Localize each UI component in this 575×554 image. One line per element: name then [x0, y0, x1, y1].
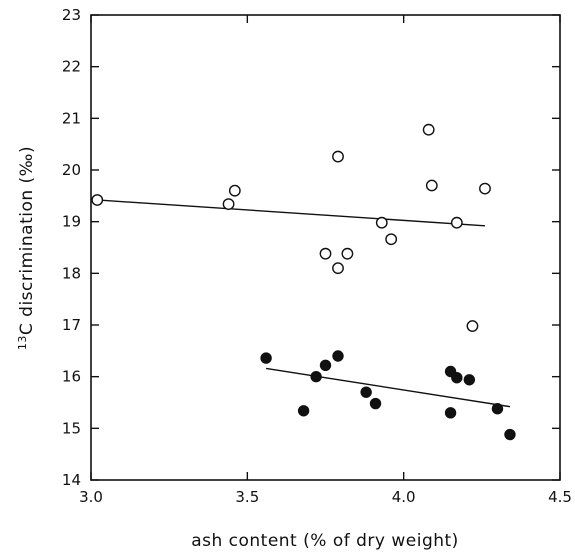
open-data-point — [319, 247, 332, 260]
filled-data-point — [451, 372, 463, 384]
open-data-point — [479, 182, 491, 195]
open-data-point — [375, 216, 388, 229]
y-tick-label: 14 — [62, 471, 81, 489]
open-data-point — [466, 320, 479, 332]
filled-data-point — [504, 428, 516, 441]
open-data-point — [228, 184, 241, 197]
x-tick-label: 3.5 — [235, 488, 259, 506]
filled-data-point — [332, 350, 344, 362]
x-axis-label: ash content (% of dry weight) — [191, 531, 459, 551]
axis-ticks — [90, 14, 561, 481]
filled-data-point — [260, 352, 272, 364]
filled-data-point — [491, 403, 504, 415]
y-axis-label-superscript: 13 — [16, 335, 29, 350]
fit-line-series-0 — [97, 199, 486, 227]
y-tick-label: 18 — [62, 264, 81, 282]
y-tick-label: 19 — [62, 213, 81, 231]
open-data-point — [341, 247, 354, 260]
open-data-point — [450, 216, 463, 229]
y-tick-label: 20 — [62, 161, 81, 179]
fit-lines — [97, 199, 511, 408]
y-tick-label: 22 — [62, 58, 81, 76]
open-data-point — [222, 198, 235, 211]
filled-data-point — [369, 397, 382, 410]
open-data-point — [425, 179, 438, 192]
y-tick-label: 23 — [62, 6, 81, 24]
y-tick-label: 16 — [62, 368, 81, 386]
tick-labels: 3.0 3.5 4.0 4.5 14 15 16 17 18 19 20 21 22 23 — [62, 6, 572, 506]
open-data-point — [385, 233, 398, 246]
open-data-point — [91, 194, 104, 206]
open-data-point — [332, 150, 344, 163]
y-axis-label: 13C discrimination (‰) — [16, 146, 37, 350]
filled-data-point — [444, 407, 457, 419]
filled-data-point — [319, 359, 332, 371]
data-points — [91, 123, 516, 441]
x-tick-label: 3.0 — [79, 488, 103, 506]
open-data-point — [332, 262, 344, 275]
y-axis-label-text: C discrimination (‰) — [17, 146, 37, 335]
open-data-point — [422, 123, 435, 136]
x-tick-label: 4.5 — [548, 488, 572, 506]
filled-data-point — [297, 405, 310, 417]
y-tick-label: 21 — [62, 109, 81, 127]
plot-frame — [90, 14, 561, 481]
y-tick-label: 17 — [62, 316, 81, 334]
y-tick-label: 15 — [62, 419, 81, 437]
fit-line-series-1 — [265, 367, 511, 408]
filled-data-point — [360, 386, 372, 398]
filled-data-point — [463, 374, 476, 386]
filled-data-point — [310, 370, 322, 383]
x-tick-label: 4.0 — [392, 488, 416, 506]
